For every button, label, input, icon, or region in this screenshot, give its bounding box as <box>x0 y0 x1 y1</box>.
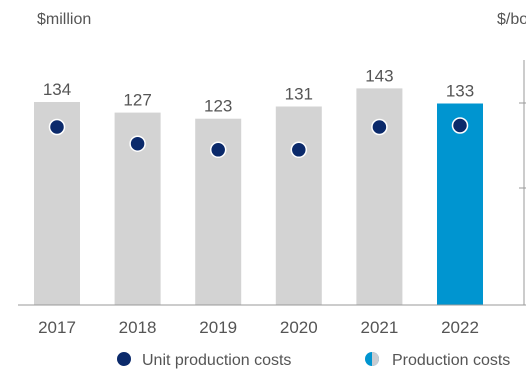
unit-cost-point <box>290 141 308 159</box>
unit-cost-point <box>371 118 388 136</box>
unit-cost-point <box>451 117 469 134</box>
bar-value-label: 127 <box>123 91 151 110</box>
legend: Unit production costs Production costs <box>117 352 510 369</box>
legend-production-label: Production costs <box>392 352 510 369</box>
x-tick-label: 2021 <box>360 318 398 337</box>
x-tick-label: 2022 <box>441 318 479 337</box>
right-axis-label: $/bo <box>497 11 526 28</box>
unit-cost-point <box>129 135 146 152</box>
left-axis-label: $million <box>37 11 91 28</box>
bar-value-label: 143 <box>365 66 393 85</box>
bar-2022 <box>437 103 483 305</box>
legend-unit-marker <box>117 352 131 366</box>
bar-2017 <box>34 102 80 305</box>
x-tick-label: 2018 <box>119 318 157 337</box>
bar-value-label: 133 <box>446 82 474 101</box>
x-tick-label: 2017 <box>38 318 76 337</box>
bar-2020 <box>275 106 322 305</box>
legend-production-marker-right <box>372 352 379 366</box>
bar-value-label: 134 <box>43 80 71 99</box>
unit-cost-point <box>48 118 66 136</box>
legend-unit-label: Unit production costs <box>142 352 291 369</box>
bar-value-label: 123 <box>204 97 232 116</box>
bar-value-label: 131 <box>285 85 313 104</box>
x-tick-label: 2019 <box>199 318 237 337</box>
unit-cost-point <box>209 141 227 159</box>
x-tick-label: 2020 <box>280 318 318 337</box>
